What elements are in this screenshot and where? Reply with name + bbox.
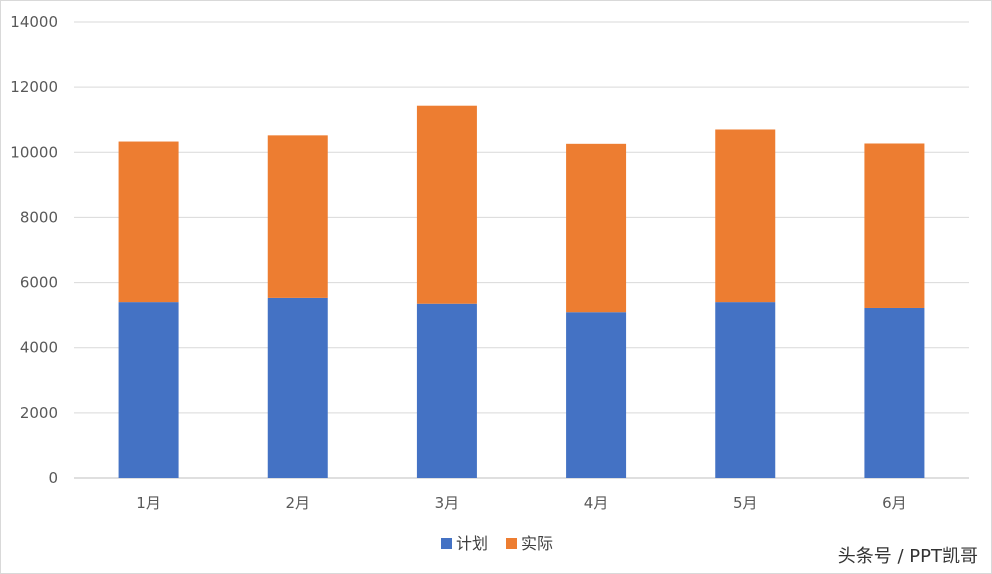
watermark-text: 头条号 / PPT凯哥 bbox=[838, 546, 978, 567]
y-tick-label: 0 bbox=[48, 469, 58, 487]
y-tick-label: 4000 bbox=[20, 339, 58, 357]
bar-actual-2 bbox=[267, 135, 328, 298]
bars bbox=[118, 105, 925, 478]
x-tick-label: 2月 bbox=[285, 494, 310, 512]
gridlines bbox=[74, 21, 969, 479]
bar-actual-1 bbox=[118, 141, 179, 303]
bar-actual-5 bbox=[715, 129, 776, 303]
legend-swatch-plan bbox=[441, 538, 452, 549]
x-tick-label: 6月 bbox=[882, 494, 907, 512]
legend: 计划 实际 bbox=[441, 534, 553, 553]
bar-actual-4 bbox=[566, 143, 627, 313]
bar-plan-1 bbox=[118, 302, 179, 478]
legend-swatch-actual bbox=[506, 538, 517, 549]
bar-actual-3 bbox=[416, 105, 477, 304]
legend-label-actual: 实际 bbox=[521, 534, 553, 553]
bar-actual-6 bbox=[864, 143, 925, 308]
bar-plan-4 bbox=[566, 312, 627, 478]
legend-label-plan: 计划 bbox=[456, 534, 488, 553]
bar-plan-3 bbox=[416, 303, 477, 478]
y-tick-label: 6000 bbox=[20, 274, 58, 292]
y-tick-label: 10000 bbox=[10, 143, 58, 161]
y-tick-label: 12000 bbox=[10, 78, 58, 96]
x-tick-label: 5月 bbox=[733, 494, 758, 512]
y-tick-label: 2000 bbox=[20, 404, 58, 422]
bar-plan-5 bbox=[715, 302, 776, 478]
x-axis: 1月 2月 3月 4月 5月 6月 bbox=[136, 494, 906, 512]
y-axis: 0 2000 4000 6000 8000 10000 12000 14000 bbox=[10, 13, 58, 487]
x-tick-label: 1月 bbox=[136, 494, 161, 512]
x-tick-label: 4月 bbox=[584, 494, 609, 512]
x-tick-label: 3月 bbox=[435, 494, 460, 512]
bar-plan-6 bbox=[864, 307, 925, 478]
y-tick-label: 8000 bbox=[20, 208, 58, 226]
bar-plan-2 bbox=[267, 297, 328, 478]
y-tick-label: 14000 bbox=[10, 13, 58, 31]
